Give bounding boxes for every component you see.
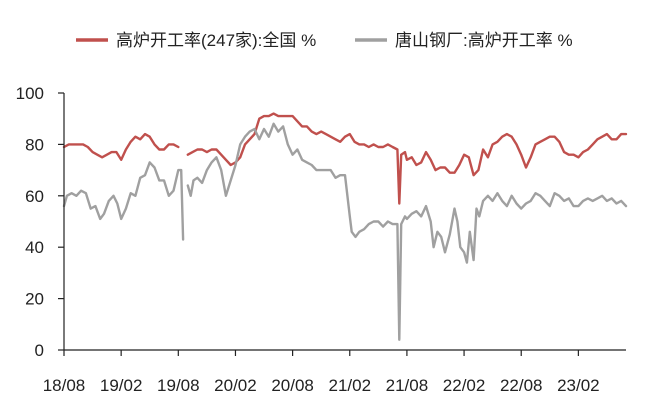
x-tick-label: 20/02 [214, 376, 257, 395]
y-tick-label: 60 [25, 187, 44, 206]
y-tick-label: 0 [35, 341, 44, 360]
x-tick-label: 23/02 [557, 376, 600, 395]
series-line-2 [62, 122, 628, 341]
x-tick-label: 18/08 [43, 376, 86, 395]
x-tick-label: 19/08 [157, 376, 200, 395]
x-tick-label: 22/02 [443, 376, 486, 395]
legend: 高炉开工率(247家):全国 % 唐山钢厂:高炉开工率 % [76, 30, 573, 50]
x-tick-label: 20/08 [271, 376, 314, 395]
y-tick-label: 80 [25, 135, 44, 154]
axes: 0 20 40 60 80 100 18/08 19/02 19/08 20/02 20/08 21/… [16, 84, 626, 395]
legend-label-1: 高炉开工率(247家):全国 % [116, 31, 316, 50]
y-tick-label: 40 [25, 238, 44, 257]
y-tick-label: 20 [25, 290, 44, 309]
legend-label-2: 唐山钢厂:高炉开工率 % [395, 30, 573, 50]
x-tick-label: 22/08 [500, 376, 543, 395]
series-layer [62, 112, 628, 341]
series-line-1 [62, 112, 628, 205]
x-tick-label: 21/02 [328, 376, 371, 395]
y-tick-label: 100 [16, 84, 44, 103]
x-tick-label: 21/08 [386, 376, 429, 395]
x-tick-label: 19/02 [100, 376, 143, 395]
